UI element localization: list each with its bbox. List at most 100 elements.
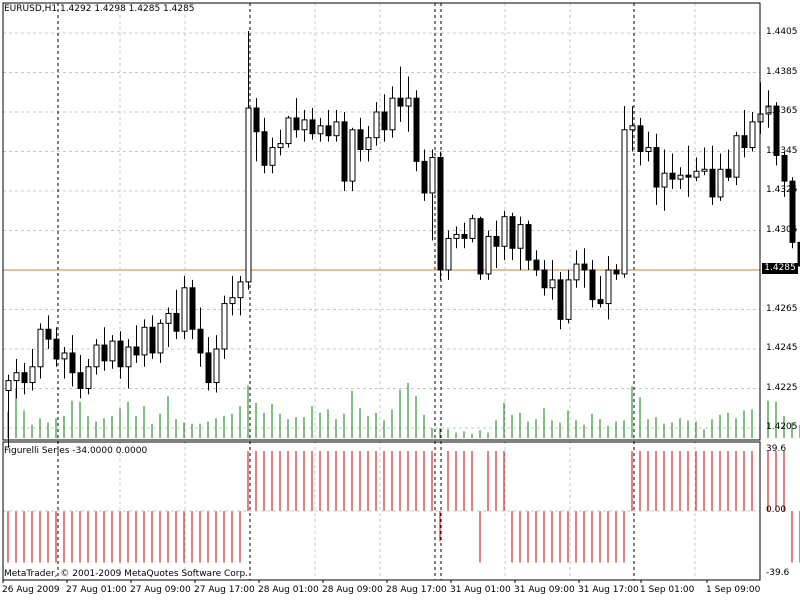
candle[interactable] — [709, 145, 716, 205]
candle[interactable] — [365, 125, 372, 162]
candle[interactable] — [237, 275, 244, 316]
candle[interactable] — [85, 358, 92, 395]
candle[interactable] — [573, 250, 580, 288]
candle[interactable] — [141, 319, 148, 367]
candle[interactable] — [165, 307, 172, 348]
candle[interactable] — [653, 133, 660, 205]
candle[interactable] — [485, 230, 492, 280]
candle[interactable] — [149, 315, 156, 359]
candle[interactable] — [677, 167, 684, 190]
candle[interactable] — [477, 216, 484, 280]
candle[interactable] — [173, 289, 180, 340]
candle[interactable] — [541, 260, 548, 296]
candle[interactable] — [525, 220, 532, 270]
candle[interactable] — [53, 327, 60, 367]
candle[interactable] — [125, 339, 132, 389]
candle[interactable] — [797, 234, 800, 272]
candle[interactable] — [597, 275, 604, 308]
candle[interactable] — [253, 98, 260, 162]
candle[interactable] — [269, 137, 276, 174]
candle[interactable] — [765, 90, 772, 128]
candle[interactable] — [453, 226, 460, 249]
candle[interactable] — [349, 127, 356, 191]
candle[interactable] — [205, 337, 212, 391]
candle[interactable] — [781, 151, 788, 197]
candle[interactable] — [661, 149, 668, 211]
candle[interactable] — [733, 131, 740, 186]
candle[interactable] — [437, 151, 444, 280]
candle[interactable] — [133, 325, 140, 363]
candle[interactable] — [301, 110, 308, 142]
candle[interactable] — [605, 256, 612, 320]
candle[interactable] — [101, 327, 108, 371]
candle[interactable] — [629, 106, 636, 152]
candlestick-series[interactable] — [5, 31, 800, 448]
candle[interactable] — [669, 153, 676, 190]
candle[interactable] — [61, 347, 68, 379]
candle[interactable] — [429, 149, 436, 241]
candle[interactable] — [357, 117, 364, 162]
candle[interactable] — [29, 349, 36, 391]
candle[interactable] — [773, 102, 780, 166]
candle[interactable] — [461, 222, 468, 249]
candle[interactable] — [789, 177, 796, 249]
candle[interactable] — [285, 115, 292, 148]
candle[interactable] — [581, 248, 588, 288]
candle[interactable] — [69, 335, 76, 387]
candle[interactable] — [613, 264, 620, 280]
candle[interactable] — [685, 145, 692, 197]
candle[interactable] — [749, 112, 756, 152]
candle[interactable] — [93, 339, 100, 375]
candle[interactable] — [77, 354, 84, 399]
candle[interactable] — [221, 295, 228, 359]
candle[interactable] — [645, 131, 652, 162]
candle[interactable] — [13, 358, 20, 399]
candle[interactable] — [333, 110, 340, 142]
candle[interactable] — [157, 319, 164, 363]
candle[interactable] — [389, 86, 396, 138]
candle[interactable] — [213, 335, 220, 393]
candle[interactable] — [229, 275, 236, 316]
candle[interactable] — [517, 216, 524, 270]
candle[interactable] — [45, 315, 52, 349]
candle[interactable] — [589, 260, 596, 308]
candle[interactable] — [261, 117, 268, 174]
candle[interactable] — [397, 66, 404, 122]
candle[interactable] — [413, 90, 420, 172]
candle[interactable] — [37, 323, 44, 379]
candle[interactable] — [445, 230, 452, 280]
candle[interactable] — [533, 250, 540, 276]
candle[interactable] — [637, 117, 644, 166]
candle[interactable] — [5, 374, 12, 448]
candle[interactable] — [109, 335, 116, 369]
candle[interactable] — [309, 108, 316, 140]
candle[interactable] — [325, 110, 332, 142]
candle[interactable] — [493, 220, 500, 269]
candle[interactable] — [197, 307, 204, 367]
candle[interactable] — [317, 117, 324, 142]
candle[interactable] — [277, 129, 284, 156]
candle[interactable] — [549, 260, 556, 300]
candle[interactable] — [181, 275, 188, 340]
candle[interactable] — [501, 210, 508, 261]
candle[interactable] — [717, 153, 724, 201]
candle[interactable] — [421, 149, 428, 201]
candle[interactable] — [725, 149, 732, 182]
candle[interactable] — [189, 279, 196, 340]
candle[interactable] — [469, 214, 476, 243]
candle[interactable] — [693, 157, 700, 182]
candle[interactable] — [741, 110, 748, 158]
candle[interactable] — [373, 102, 380, 146]
candle[interactable] — [381, 94, 388, 142]
candle[interactable] — [557, 271, 564, 330]
candle[interactable] — [341, 112, 348, 191]
candle[interactable] — [405, 76, 412, 132]
candle[interactable] — [565, 270, 572, 324]
candle[interactable] — [293, 98, 300, 138]
candle[interactable] — [117, 331, 124, 379]
candle[interactable] — [509, 212, 516, 261]
candle[interactable] — [621, 106, 628, 278]
candle[interactable] — [21, 362, 28, 395]
candle[interactable] — [245, 31, 252, 290]
